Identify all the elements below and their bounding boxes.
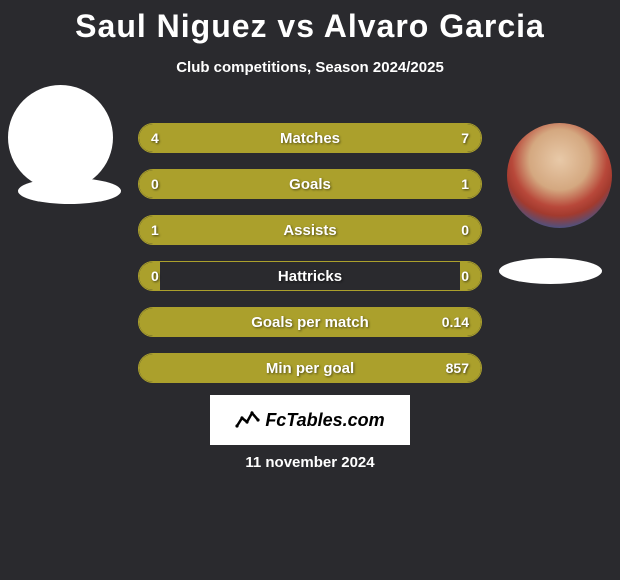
stat-value-right: 0 [461,216,469,244]
stats-container: 4 Matches 7 0 Goals 1 1 Assists 0 0 Hatt… [138,123,482,399]
stat-row-hattricks: 0 Hattricks 0 [138,261,482,291]
stat-value-right: 0.14 [442,308,469,336]
branding-text: FcTables.com [265,410,384,431]
stat-value-right: 1 [461,170,469,198]
stat-row-matches: 4 Matches 7 [138,123,482,153]
player-right-club-ellipse [499,258,602,284]
page-subtitle: Club competitions, Season 2024/2025 [0,59,620,76]
stat-row-assists: 1 Assists 0 [138,215,482,245]
branding-logo-icon [235,410,261,430]
stat-label: Matches [139,124,481,152]
footer-date: 11 november 2024 [0,454,620,471]
stat-label: Goals per match [139,308,481,336]
stat-row-min-per-goal: Min per goal 857 [138,353,482,383]
player-left-avatar [8,85,113,190]
stat-row-goals: 0 Goals 1 [138,169,482,199]
player-right-avatar [507,123,612,228]
stat-value-right: 0 [461,262,469,290]
stat-label: Min per goal [139,354,481,382]
stat-row-goals-per-match: Goals per match 0.14 [138,307,482,337]
branding-banner: FcTables.com [210,395,410,445]
stat-value-right: 7 [461,124,469,152]
page-title: Saul Niguez vs Alvaro Garcia [0,0,620,45]
player-left-club-ellipse [18,178,121,204]
stat-label: Hattricks [139,262,481,290]
stat-label: Goals [139,170,481,198]
stat-value-right: 857 [446,354,469,382]
stat-label: Assists [139,216,481,244]
